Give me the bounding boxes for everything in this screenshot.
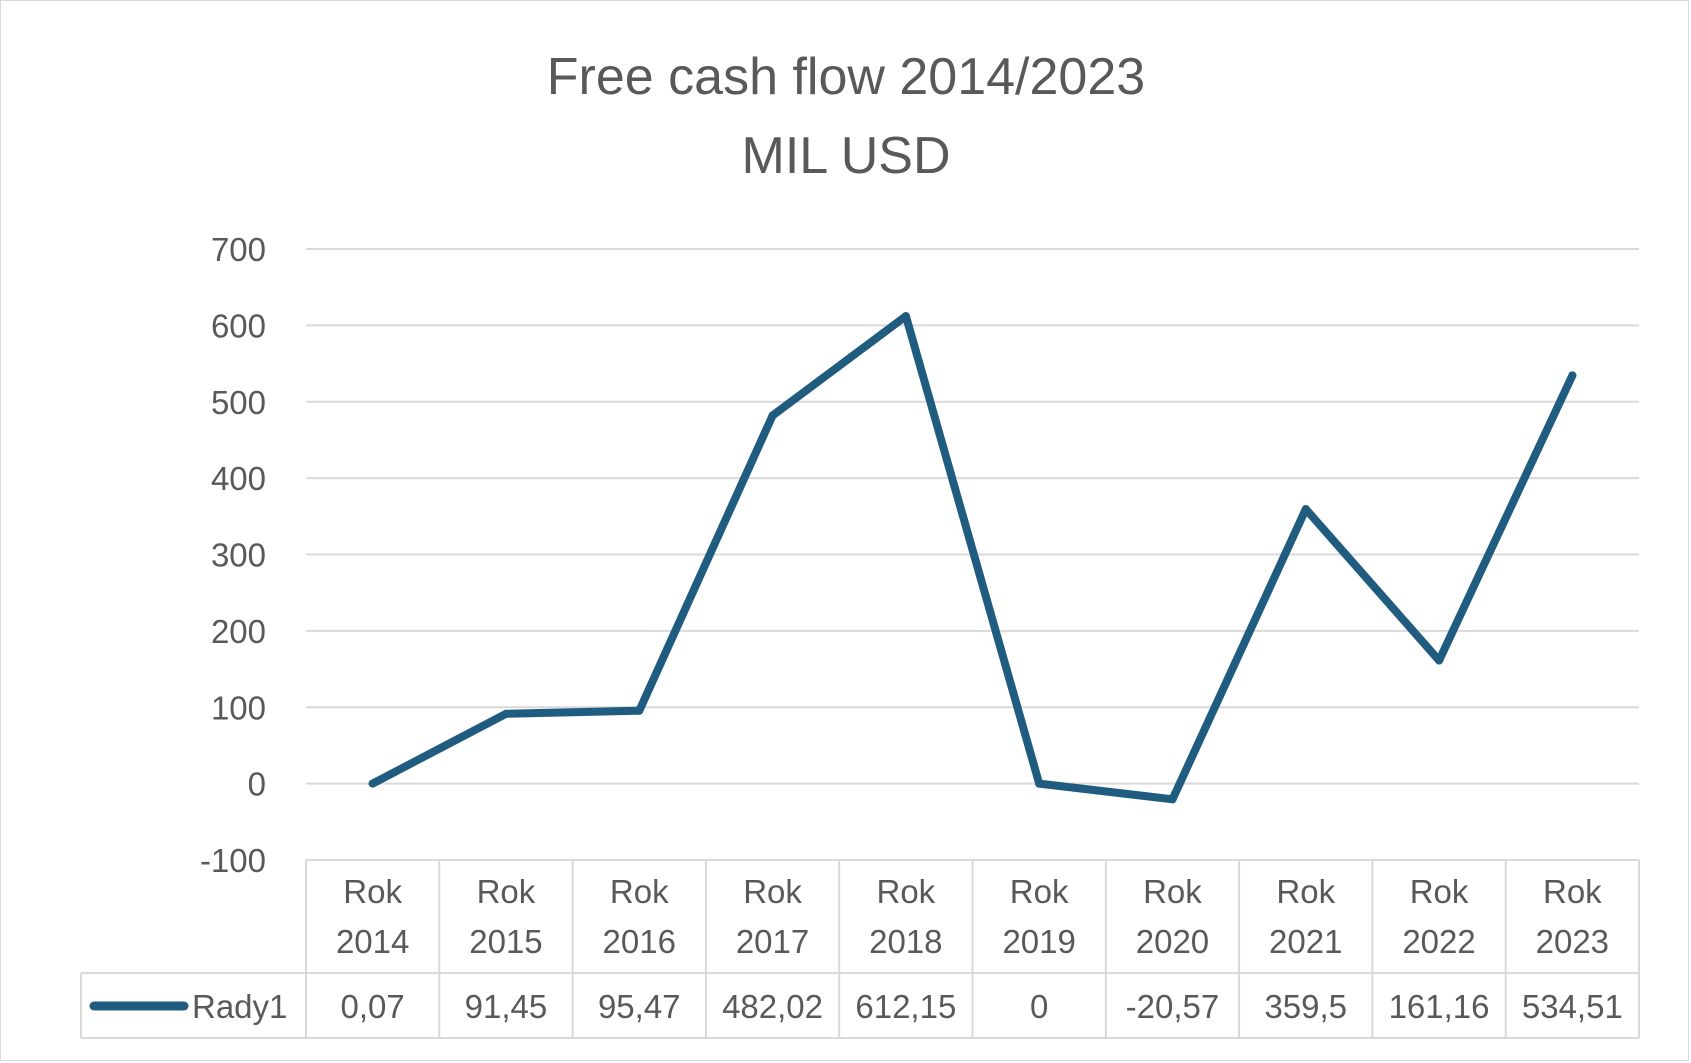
y-tick-label: 400 (211, 460, 266, 497)
x-category-label-line2: 2021 (1269, 923, 1342, 960)
data-point (1301, 505, 1310, 514)
data-table-value: 161,16 (1389, 988, 1490, 1025)
data-point (901, 312, 910, 321)
x-category-label-line2: 2023 (1536, 923, 1609, 960)
y-tick-label: 700 (211, 231, 266, 268)
x-category-label-line1: Rok (477, 873, 536, 910)
chart-subtitle: MIL USD (742, 127, 951, 185)
x-category-label-line1: Rok (610, 873, 669, 910)
legend-series-name: Rady1 (192, 988, 287, 1025)
x-category-label-line1: Rok (1143, 873, 1202, 910)
x-category-label-line2: 2018 (869, 923, 942, 960)
y-tick-label: 300 (211, 537, 266, 574)
data-table-value: 0 (1030, 988, 1048, 1025)
x-category-label-line1: Rok (1010, 873, 1069, 910)
data-table-value: 482,02 (722, 988, 823, 1025)
data-table: Rok 2014 0,07 Rok 2015 91,45 Rok 2016 95,47 Rok 20… (80, 859, 1640, 1039)
y-tick-label: -100 (200, 842, 266, 879)
series-layer (368, 312, 1577, 804)
x-category-label-line1: Rok (1543, 873, 1602, 910)
x-category-label-line2: 2014 (336, 923, 409, 960)
y-tick-label: 500 (211, 384, 266, 421)
data-table-value: 359,5 (1264, 988, 1347, 1025)
series-line-rady1 (368, 312, 1577, 804)
x-category-label-line1: Rok (743, 873, 802, 910)
data-point (1568, 371, 1577, 380)
chart-title: Free cash flow 2014/2023 (547, 48, 1145, 106)
gridlines (306, 248, 1639, 785)
x-category-label-line1: Rok (1410, 873, 1469, 910)
data-table-value: 95,47 (598, 988, 681, 1025)
x-category-label-line1: Rok (343, 873, 402, 910)
data-table-value: -20,57 (1126, 988, 1220, 1025)
x-category-label-line1: Rok (1276, 873, 1335, 910)
data-point (1168, 795, 1177, 804)
data-point (635, 706, 644, 715)
y-axis-ticks: 700 600 500 400 300 200 100 0 -100 (200, 231, 266, 879)
y-tick-label: 0 (248, 766, 266, 803)
x-category-label-line2: 2016 (603, 923, 676, 960)
y-tick-label: 200 (211, 613, 266, 650)
x-category-label-line2: 2019 (1002, 923, 1075, 960)
data-point (368, 779, 377, 788)
data-point (1035, 779, 1044, 788)
x-category-label-line1: Rok (877, 873, 936, 910)
x-category-label-line2: 2020 (1136, 923, 1209, 960)
data-point (1435, 656, 1444, 665)
x-category-label-line2: 2015 (469, 923, 542, 960)
x-category-label-line2: 2022 (1402, 923, 1475, 960)
data-table-value: 91,45 (465, 988, 548, 1025)
data-table-value: 534,51 (1522, 988, 1623, 1025)
y-tick-label: 600 (211, 307, 266, 344)
data-point (768, 411, 777, 420)
data-table-value: 612,15 (855, 988, 956, 1025)
data-point (501, 709, 510, 718)
y-tick-label: 100 (211, 689, 266, 726)
x-category-label-line2: 2017 (736, 923, 809, 960)
data-table-value: 0,07 (341, 988, 405, 1025)
